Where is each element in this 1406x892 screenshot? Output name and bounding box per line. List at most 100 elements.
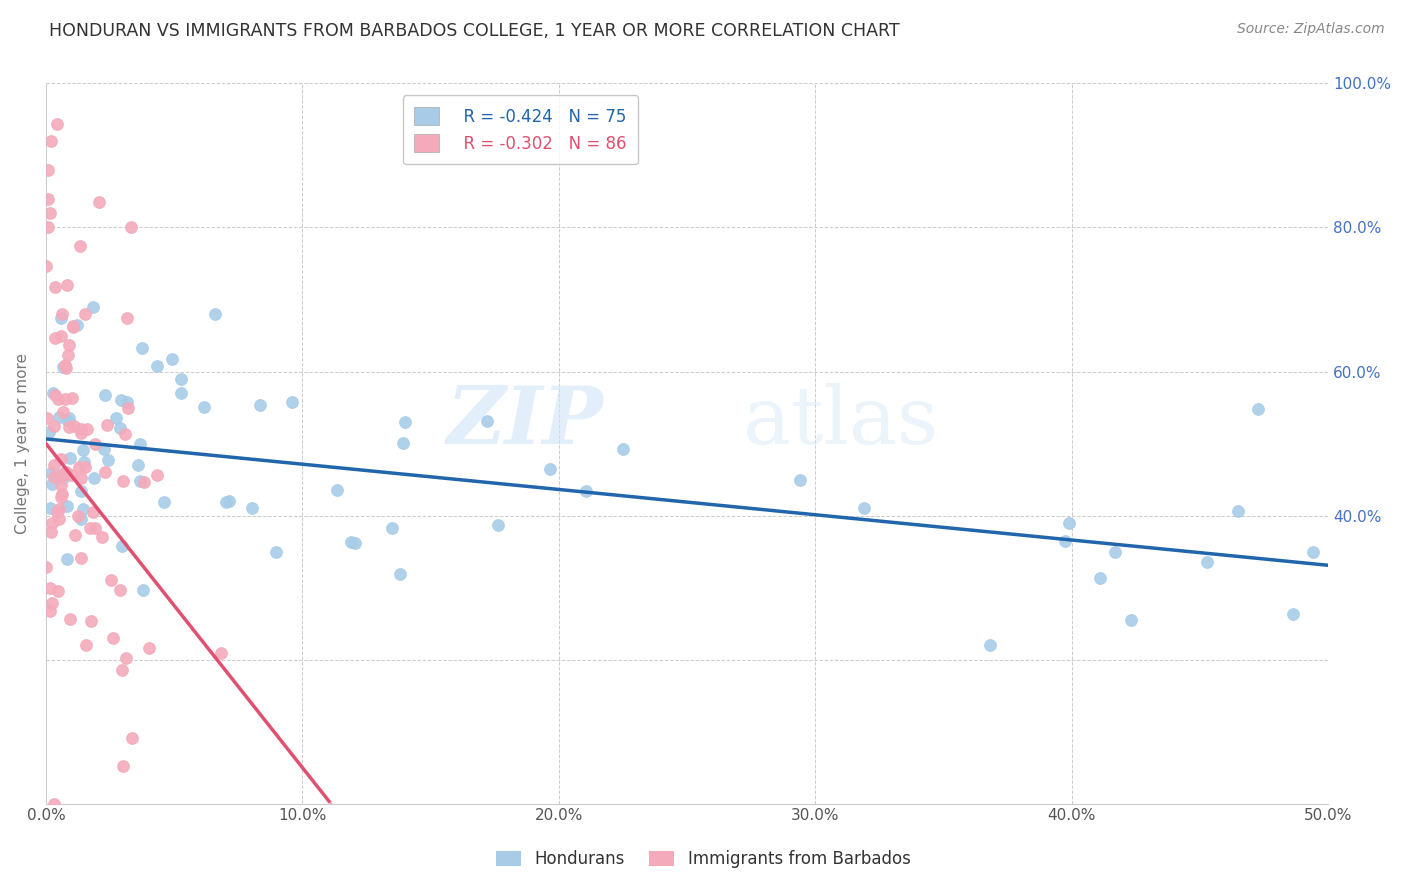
Y-axis label: College, 1 year or more: College, 1 year or more	[15, 353, 30, 534]
Point	[35, 560, 58, 574]
Point	[66, 318, 89, 332]
Text: Source: ZipAtlas.com: Source: ZipAtlas.com	[1237, 22, 1385, 37]
Point	[67, 459, 90, 474]
Point	[162, 351, 184, 366]
Point	[131, 341, 153, 355]
Point	[215, 494, 238, 508]
Point	[45, 469, 67, 483]
Point	[87, 194, 110, 209]
Point	[38, 581, 60, 595]
Point	[52, 471, 75, 485]
Point	[56, 500, 79, 514]
Point	[70, 471, 93, 485]
Point	[170, 386, 193, 401]
Point	[49, 490, 72, 504]
Point	[55, 466, 77, 480]
Point	[394, 415, 416, 429]
Point	[93, 442, 115, 457]
Point	[63, 418, 86, 433]
Point	[69, 239, 91, 253]
Point	[37, 192, 59, 206]
Point	[538, 461, 561, 475]
Point	[80, 614, 103, 628]
Point	[41, 476, 63, 491]
Point	[49, 328, 72, 343]
Point	[69, 551, 91, 566]
Point	[1119, 613, 1142, 627]
Point	[169, 372, 191, 386]
Point	[39, 134, 62, 148]
Point	[114, 427, 136, 442]
Point	[42, 385, 65, 400]
Point	[67, 509, 90, 524]
Point	[73, 307, 96, 321]
Point	[281, 395, 304, 409]
Legend:   R = -0.424   N = 75,   R = -0.302   N = 86: R = -0.424 N = 75, R = -0.302 N = 86	[402, 95, 638, 164]
Point	[70, 484, 93, 499]
Point	[45, 505, 67, 519]
Point	[115, 395, 138, 409]
Point	[38, 604, 60, 618]
Point	[39, 525, 62, 540]
Point	[79, 521, 101, 535]
Point	[59, 451, 82, 466]
Point	[48, 409, 70, 424]
Point	[97, 453, 120, 467]
Point	[60, 391, 83, 405]
Point	[41, 595, 63, 609]
Point	[100, 573, 122, 587]
Point	[240, 500, 263, 515]
Point	[381, 521, 404, 535]
Point	[44, 331, 66, 345]
Point	[108, 583, 131, 598]
Point	[65, 528, 87, 542]
Point	[51, 311, 73, 326]
Point	[39, 206, 62, 220]
Point	[145, 468, 167, 483]
Point	[477, 414, 499, 428]
Point	[49, 478, 72, 492]
Point	[121, 731, 143, 746]
Point	[76, 422, 98, 436]
Point	[193, 400, 215, 414]
Point	[94, 465, 117, 479]
Point	[59, 612, 82, 626]
Point	[56, 348, 79, 362]
Point	[132, 475, 155, 490]
Point	[53, 466, 76, 480]
Point	[266, 544, 288, 558]
Point	[70, 422, 93, 436]
Point	[62, 320, 84, 334]
Point	[39, 467, 62, 481]
Point	[120, 220, 142, 235]
Point	[128, 436, 150, 450]
Point	[51, 487, 73, 501]
Point	[1195, 555, 1218, 569]
Point	[48, 511, 70, 525]
Point	[51, 468, 73, 483]
Point	[75, 638, 97, 652]
Point	[41, 516, 63, 530]
Point	[58, 419, 80, 434]
Text: HONDURAN VS IMMIGRANTS FROM BARBADOS COLLEGE, 1 YEAR OR MORE CORRELATION CHART: HONDURAN VS IMMIGRANTS FROM BARBADOS COL…	[49, 22, 900, 40]
Point	[58, 338, 80, 352]
Point	[204, 307, 226, 321]
Point	[105, 410, 128, 425]
Point	[146, 359, 169, 373]
Point	[46, 392, 69, 407]
Point	[84, 437, 107, 451]
Point	[1088, 571, 1111, 585]
Point	[52, 405, 75, 419]
Point	[111, 474, 134, 488]
Point	[117, 401, 139, 416]
Point	[389, 566, 412, 581]
Point	[127, 458, 149, 472]
Point	[153, 495, 176, 509]
Point	[55, 361, 77, 376]
Point	[110, 392, 132, 407]
Point	[249, 398, 271, 412]
Point	[94, 388, 117, 402]
Point	[51, 307, 73, 321]
Text: ZIP: ZIP	[447, 384, 603, 460]
Point	[72, 502, 94, 516]
